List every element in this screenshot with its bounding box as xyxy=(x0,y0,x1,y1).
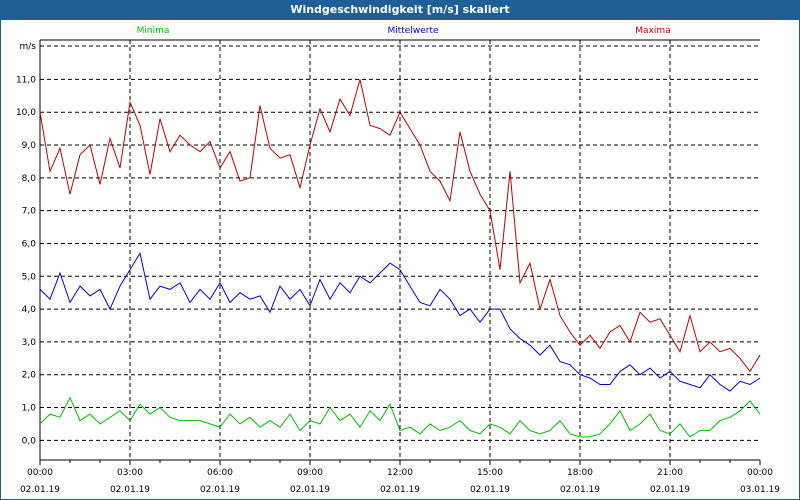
x-tick-time: 09:00 xyxy=(297,468,323,478)
y-tick-label: 3,0 xyxy=(22,338,37,348)
legend-entry-minima: Minima xyxy=(137,26,170,36)
y-tick-label: 0,0 xyxy=(22,436,37,446)
y-tick-label: 5,0 xyxy=(22,272,37,282)
x-tick-date: 02.01.19 xyxy=(380,485,420,495)
y-tick-label: 9,0 xyxy=(22,141,37,151)
series-line-minima xyxy=(39,396,761,438)
y-axis-label: m/s xyxy=(20,42,37,52)
series-line-mittelwerte xyxy=(39,251,761,392)
chart-title: Windgeschwindigkeit [m/s] skaliert xyxy=(290,3,510,16)
y-tick-label: 7,0 xyxy=(22,207,37,217)
y-tick-label: 8,0 xyxy=(22,174,37,184)
x-tick-time: 15:00 xyxy=(477,468,503,478)
x-tick-time: 06:00 xyxy=(207,468,233,478)
y-tick-label: 4,0 xyxy=(22,305,37,315)
x-tick-time: 21:00 xyxy=(657,468,683,478)
x-tick-time: 00:00 xyxy=(27,468,53,478)
x-tick-date: 02.01.19 xyxy=(110,485,150,495)
y-tick-label: 1,0 xyxy=(22,404,37,414)
series-line-maxima xyxy=(39,79,761,373)
y-tick-label: 10,0 xyxy=(16,108,36,118)
x-tick-date: 02.01.19 xyxy=(650,485,690,495)
x-tick-time: 18:00 xyxy=(567,468,593,478)
y-tick-label: 6,0 xyxy=(22,239,37,249)
line-chart: 0,0 1,0 2,0 3,0 4,0 5,0 6,0 7,0 8,0 9,0 10,0 11,0 m/… xyxy=(16,26,780,495)
x-tick-date: 02.01.19 xyxy=(200,485,240,495)
chart-panel: 0,0 1,0 2,0 3,0 4,0 5,0 6,0 7,0 8,0 9,0 10,0 11,0 m/… xyxy=(1,20,799,499)
legend-entry-maxima: Maxima xyxy=(635,26,670,36)
x-tick-date: 02.01.19 xyxy=(560,485,600,495)
x-tick-time: 00:00 xyxy=(747,468,773,478)
y-tick-label: 11,0 xyxy=(16,75,36,85)
x-tick-date: 02.01.19 xyxy=(20,485,60,495)
x-tick-time: 12:00 xyxy=(387,468,413,478)
x-tick-time: 03:00 xyxy=(117,468,143,478)
legend-entry-mittelwerte: Mittelwerte xyxy=(387,26,438,36)
x-tick-date: 03.01.19 xyxy=(740,485,780,495)
y-tick-label: 2,0 xyxy=(22,371,37,381)
x-tick-date: 02.01.19 xyxy=(470,485,510,495)
x-tick-date: 02.01.19 xyxy=(290,485,330,495)
